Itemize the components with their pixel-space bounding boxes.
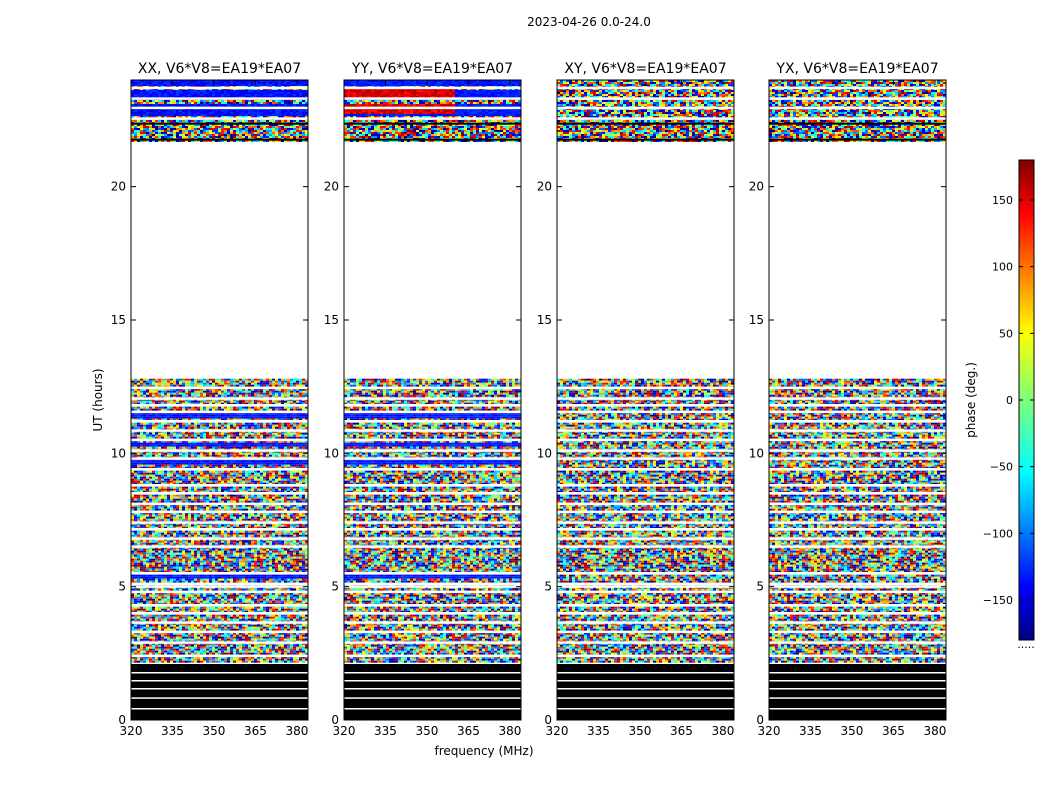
- colorbar-tick-label: 100: [992, 261, 1013, 274]
- figure-suptitle: 2023-04-26 0.0-24.0: [527, 15, 651, 29]
- y-tick-label: 10: [749, 446, 764, 460]
- y-tick-label: 0: [118, 713, 126, 727]
- y-tick-label: 10: [537, 446, 552, 460]
- y-tick-label: 0: [544, 713, 552, 727]
- x-tick-label: 335: [161, 724, 184, 738]
- x-tick-label: 335: [374, 724, 397, 738]
- x-tick-label: 365: [244, 724, 267, 738]
- x-tick-label: 380: [285, 724, 308, 738]
- colorbar-tick-label: −150: [983, 594, 1013, 607]
- y-tick-label: 0: [331, 713, 339, 727]
- y-tick-label: 15: [749, 313, 764, 327]
- x-tick-label: 335: [799, 724, 822, 738]
- y-tick-label: 15: [537, 313, 552, 327]
- colorbar-tick-label: −50: [990, 461, 1013, 474]
- panel-title: XX, V6*V8=EA19*EA07: [138, 61, 301, 77]
- x-tick-label: 350: [629, 724, 652, 738]
- y-tick-label: 5: [756, 580, 764, 594]
- panel-title: YY, V6*V8=EA19*EA07: [351, 61, 513, 77]
- x-tick-label: 350: [203, 724, 226, 738]
- x-tick-label: 350: [841, 724, 864, 738]
- colorbar-tick-label: −100: [983, 527, 1013, 540]
- y-tick-label: 20: [537, 180, 552, 194]
- y-tick-label: 20: [324, 180, 339, 194]
- y-tick-label: 15: [111, 313, 126, 327]
- x-tick-label: 365: [882, 724, 905, 738]
- flagged-band: [131, 664, 308, 720]
- x-tick-label: 380: [923, 724, 946, 738]
- colorbar-tick-label: 0: [1006, 394, 1013, 407]
- flagged-band: [344, 664, 521, 720]
- y-tick-label: 10: [324, 446, 339, 460]
- x-axis-label: frequency (MHz): [434, 744, 533, 758]
- panel-title: YX, V6*V8=EA19*EA07: [775, 61, 938, 77]
- x-tick-label: 380: [498, 724, 521, 738]
- x-tick-label: 380: [711, 724, 734, 738]
- y-tick-label: 5: [118, 580, 126, 594]
- y-axis-label: UT (hours): [91, 368, 105, 431]
- y-tick-label: 5: [331, 580, 339, 594]
- figure: 2023-04-26 0.0-24.0 XX, V6*V8=EA19*EA07 3…: [0, 0, 1050, 800]
- colorbar: phase (deg.) ..... 150 100 50 0 −50 −100 −150: [964, 160, 1035, 651]
- y-tick-label: 20: [749, 180, 764, 194]
- y-tick-label: 0: [756, 713, 764, 727]
- x-tick-label: 350: [416, 724, 439, 738]
- y-tick-label: 5: [544, 580, 552, 594]
- flagged-band: [769, 664, 946, 720]
- y-tick-label: 10: [111, 446, 126, 460]
- panel-title: XY, V6*V8=EA19*EA07: [564, 61, 726, 77]
- x-tick-label: 335: [587, 724, 610, 738]
- y-tick-label: 15: [324, 313, 339, 327]
- colorbar-label: phase (deg.): [964, 362, 978, 438]
- y-tick-label: 20: [111, 180, 126, 194]
- x-tick-label: 365: [457, 724, 480, 738]
- colorbar-bottom-note: .....: [1017, 638, 1034, 651]
- colorbar-tick-label: 50: [999, 327, 1013, 340]
- colorbar-tick-label: 150: [992, 194, 1013, 207]
- x-tick-label: 365: [670, 724, 693, 738]
- flagged-band: [557, 664, 734, 720]
